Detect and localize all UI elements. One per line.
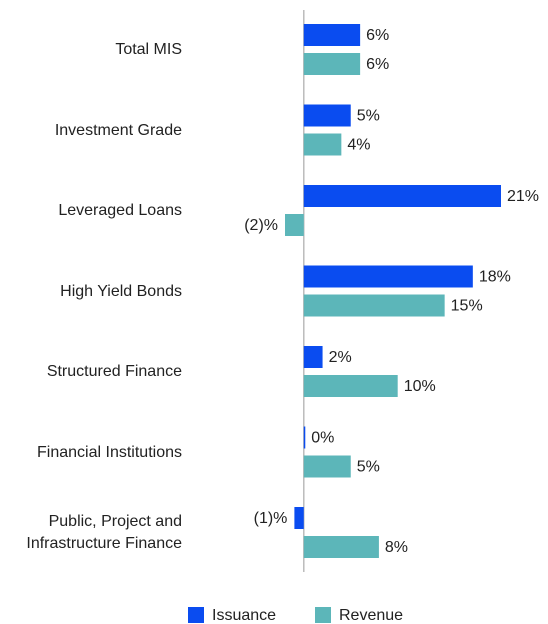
- category-label: High Yield Bonds: [60, 282, 182, 300]
- legend-swatch: [188, 607, 204, 623]
- category-label: Investment Grade: [54, 121, 182, 139]
- bar: [303, 185, 501, 207]
- value-label: 4%: [347, 137, 370, 154]
- bar: [303, 426, 306, 449]
- bar: [285, 214, 304, 236]
- legend-label: Issuance: [212, 607, 277, 624]
- category-label: Financial Institutions: [37, 443, 182, 461]
- bar: [294, 507, 304, 529]
- bar: [303, 375, 398, 397]
- category-label: Leveraged Loans: [58, 202, 182, 219]
- bar: [303, 265, 473, 288]
- value-label: 15%: [451, 298, 483, 315]
- value-label: (1)%: [254, 510, 288, 527]
- value-label: 18%: [479, 269, 511, 286]
- value-label: 5%: [357, 108, 380, 125]
- value-label: 6%: [366, 27, 389, 44]
- bar: [303, 294, 445, 317]
- value-label: 5%: [357, 459, 380, 476]
- bar: [303, 133, 342, 156]
- value-label: 2%: [329, 349, 352, 366]
- bar: [303, 53, 361, 75]
- bar: [303, 536, 379, 558]
- value-label: 10%: [404, 378, 436, 395]
- category-label: Total MIS: [115, 41, 182, 58]
- bar: [303, 346, 323, 368]
- value-label: 21%: [507, 188, 539, 205]
- legend-label: Revenue: [339, 607, 404, 624]
- legend-swatch: [315, 607, 331, 623]
- value-label: 0%: [311, 430, 334, 447]
- bar: [303, 104, 351, 127]
- bar: [303, 455, 351, 478]
- bar: [303, 24, 361, 46]
- value-label: 8%: [385, 539, 408, 556]
- value-label: (2)%: [244, 217, 278, 234]
- value-label: 6%: [366, 56, 389, 73]
- category-label: Structured Finance: [46, 363, 182, 380]
- category-label: Public, Project and Infrastructure Finan…: [26, 513, 182, 552]
